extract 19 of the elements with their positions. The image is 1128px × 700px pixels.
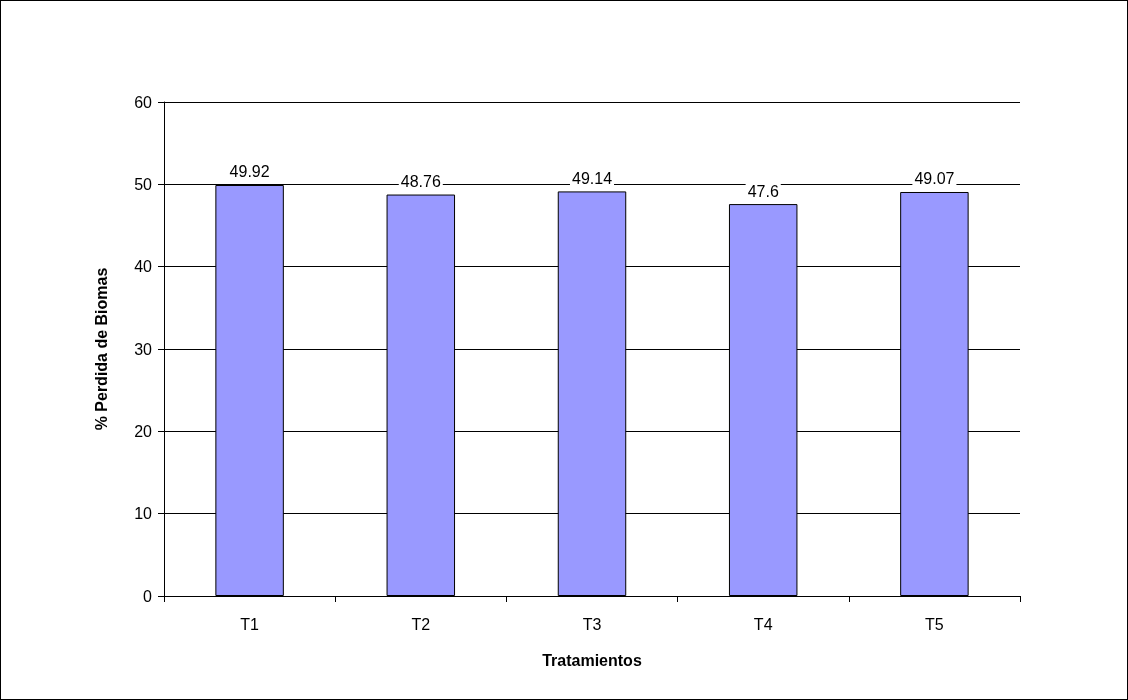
x-tick-label: T5	[925, 615, 944, 633]
y-tick-label: 40	[134, 258, 153, 276]
data-label: 49.14	[571, 169, 613, 187]
y-tick-label: 20	[134, 422, 153, 440]
x-tick-label: T1	[240, 615, 260, 633]
data-label: 47.6	[747, 182, 779, 200]
data-label: 49.07	[914, 170, 955, 188]
x-tick-label: T4	[753, 615, 773, 633]
x-axis-title: Tratamientos	[542, 651, 642, 669]
y-axis-title: % Perdida de Biomas	[92, 267, 110, 431]
y-tick-label: 10	[134, 505, 153, 523]
y-tick-label: 50	[134, 175, 153, 193]
data-label: 49.92	[229, 163, 270, 181]
y-tick-label: 60	[134, 93, 153, 111]
y-tick-label: 0	[143, 587, 153, 605]
x-tick-label: T2	[411, 615, 431, 633]
x-tick-label: T3	[582, 615, 602, 633]
data-label: 48.76	[400, 173, 441, 191]
y-tick-label: 30	[134, 340, 153, 358]
